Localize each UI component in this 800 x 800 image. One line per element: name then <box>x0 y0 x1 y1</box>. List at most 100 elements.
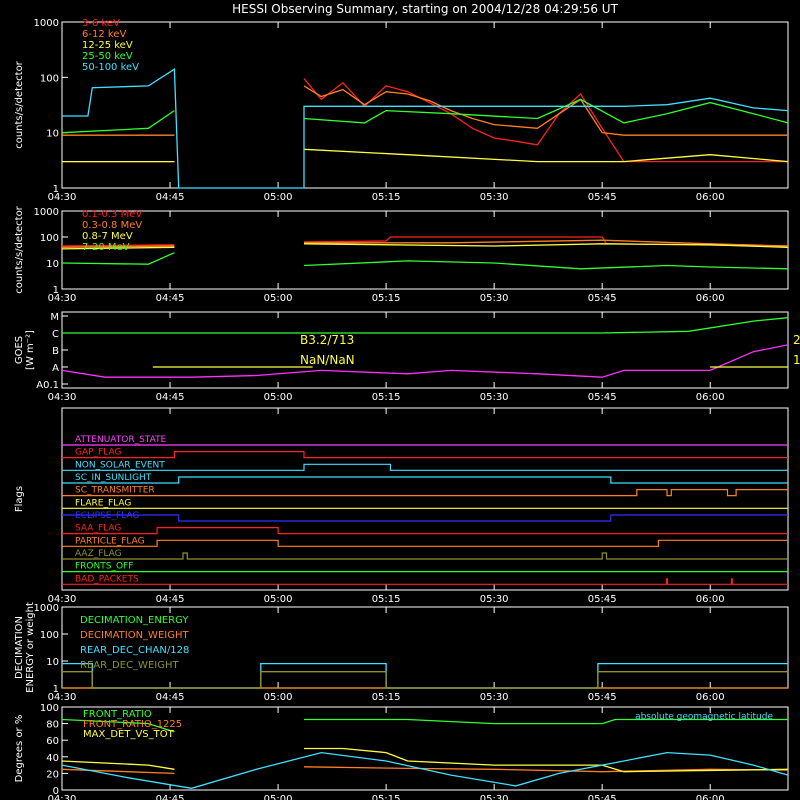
series-front-ratio-1225 <box>61 766 789 775</box>
panel-lightcurves-low: 04:30 04:45 05:00 05:15 05:30 05:45 06:00 count… <box>14 18 789 203</box>
x-tick-label: 06:00 <box>696 392 725 403</box>
x-tick-label: 05:00 <box>264 794 293 800</box>
panel-goes: 04:30 04:45 05:00 05:15 05:30 05:45 06:00 GOES[… <box>14 311 800 403</box>
flag-line-sc-transmitter <box>62 489 788 497</box>
legend-25-50-kev: 25-50 keV <box>82 51 133 62</box>
panel-frame <box>61 210 789 290</box>
series-goes-short <box>61 344 789 378</box>
y-axis-label: Flags <box>14 486 25 512</box>
series-0-3-0-8-mev <box>61 239 789 248</box>
flag-label-flare-flag: FLARE_FLAG <box>75 498 131 508</box>
x-tick-label: 05:45 <box>588 692 617 703</box>
x-tick-label: 05:15 <box>372 594 401 605</box>
x-tick-label: 05:00 <box>264 192 293 203</box>
y-tick-label: 60 <box>46 736 59 747</box>
series-25-50-kev <box>61 98 789 134</box>
y-tick-label: C <box>52 329 59 340</box>
panel-frame <box>61 407 789 591</box>
flag-label-particle-flag: PARTICLE_FLAG <box>75 536 145 546</box>
series-absolute-geomagnetic-latitude <box>61 751 789 789</box>
x-tick-label: 04:45 <box>156 794 185 800</box>
y-tick-label: 40 <box>46 753 59 764</box>
y-tick-label: 1000 <box>34 603 59 614</box>
x-tick-label: 05:45 <box>588 594 617 605</box>
y-tick-label: 20 <box>46 769 59 780</box>
x-tick-label: 06:00 <box>696 293 725 304</box>
legend-decimation-energy: DECIMATION_ENERGY <box>80 615 189 626</box>
goes-right-lower: 1 <box>793 353 800 367</box>
flag-line-non-solar-event <box>62 463 788 471</box>
y-axis-label-2: ENERGY or weight <box>25 602 36 693</box>
x-tick-label: 05:15 <box>372 794 401 800</box>
series-7-20-mev <box>61 252 789 270</box>
x-tick-label: 06:00 <box>696 594 725 605</box>
legend-50-100-kev: 50-100 keV <box>82 62 139 73</box>
x-tick-label: 05:15 <box>372 192 401 203</box>
y-tick-label: 100 <box>40 703 59 714</box>
flag-line-particle-flag <box>62 539 788 547</box>
y-axis-label: Degrees or % <box>14 715 25 783</box>
x-tick-label: 05:30 <box>480 192 509 203</box>
panel-decimation: 04:30 04:45 05:00 05:15 05:30 05:45 06:00 DECIM… <box>14 602 789 703</box>
series-rear-dec-weight <box>62 671 788 689</box>
legend-12-25-kev: 12-25 keV <box>82 40 133 51</box>
x-tick-label: 04:30 <box>48 392 77 403</box>
x-tick-label: 04:30 <box>48 794 77 800</box>
y-axis-label: DECIMATION <box>14 616 25 679</box>
x-tick-label: 05:00 <box>264 594 293 605</box>
y-tick-label: A <box>52 363 59 374</box>
y-tick-label: 100 <box>40 630 59 641</box>
legend-3-6-kev: 3-6 keV <box>82 18 120 29</box>
series-goes-long <box>62 317 789 334</box>
x-tick-label: 05:30 <box>480 692 509 703</box>
x-tick-label: 05:15 <box>372 692 401 703</box>
flag-label-fronts-off: FRONTS_OFF <box>75 562 133 572</box>
x-tick-label: 05:30 <box>480 293 509 304</box>
flag-label-sc-in-sunlight: SC_IN_SUNLIGHT <box>75 473 152 483</box>
y-tick-label: 1000 <box>34 18 59 29</box>
x-tick-label: 04:30 <box>48 192 77 203</box>
series-front-ratio <box>61 718 788 733</box>
legend-7-20-mev: 7-20 MeV <box>82 242 130 253</box>
series-3-6-kev <box>62 78 788 163</box>
y-axis-label: GOES <box>14 336 25 364</box>
flag-label-eclipse-flag: ECLIPSE_FLAG <box>75 511 139 521</box>
y-tick-label: B <box>52 346 59 357</box>
panel-ratios: 04:30 04:45 05:00 05:15 05:30 05:45 06:00 Degre… <box>14 703 789 800</box>
y-tick-label: A0.1 <box>36 380 59 391</box>
x-tick-label: 05:15 <box>372 392 401 403</box>
panel-frame <box>61 21 789 189</box>
series-max-det-vs-tot <box>61 747 789 773</box>
x-tick-label: 06:00 <box>696 692 725 703</box>
x-tick-label: 04:45 <box>156 192 185 203</box>
flag-label-aaz-flag: AAZ_FLAG <box>75 549 122 559</box>
y-tick-label: 10 <box>46 259 59 270</box>
x-tick-label: 05:45 <box>588 392 617 403</box>
legend-0-1-0-3-mev: 0.1-0.3 MeV <box>82 209 142 220</box>
panel-lightcurves-high: 04:30 04:45 05:00 05:15 05:30 05:45 06:00 count… <box>14 205 789 304</box>
y-tick-label: 10 <box>46 657 59 668</box>
flag-line-saa-flag <box>62 527 788 535</box>
flag-label-saa-flag: SAA_FLAG <box>75 524 121 534</box>
goes-class-lower: NaN/NaN <box>300 353 355 367</box>
legend-0-8-7-mev: 0.8-7 MeV <box>82 231 133 242</box>
legend-decimation-weight: DECIMATION_WEIGHT <box>80 630 189 641</box>
y-tick-label: 1 <box>53 285 59 296</box>
y-tick-label: 80 <box>46 720 59 731</box>
flag-line-eclipse-flag <box>62 514 788 522</box>
y-tick-label: M <box>50 312 59 323</box>
y-axis-label: counts/s/detector <box>14 205 25 293</box>
x-tick-label: 06:00 <box>696 192 725 203</box>
y-tick-label: 100 <box>40 233 59 244</box>
y-tick-label: 1 <box>53 184 59 195</box>
x-tick-label: 04:30 <box>48 293 77 304</box>
x-tick-label: 05:45 <box>588 293 617 304</box>
x-tick-label: 04:45 <box>156 392 185 403</box>
y-tick-label: 100 <box>40 73 59 84</box>
y-axis-label: counts/s/detector <box>14 60 25 148</box>
legend-front-ratio-1225: FRONT_RATIO_1225 <box>83 719 182 730</box>
figure-title: HESSI Observing Summary, starting on 200… <box>232 2 618 16</box>
panel-frame <box>61 706 789 791</box>
series-12-25-kev <box>62 148 789 163</box>
